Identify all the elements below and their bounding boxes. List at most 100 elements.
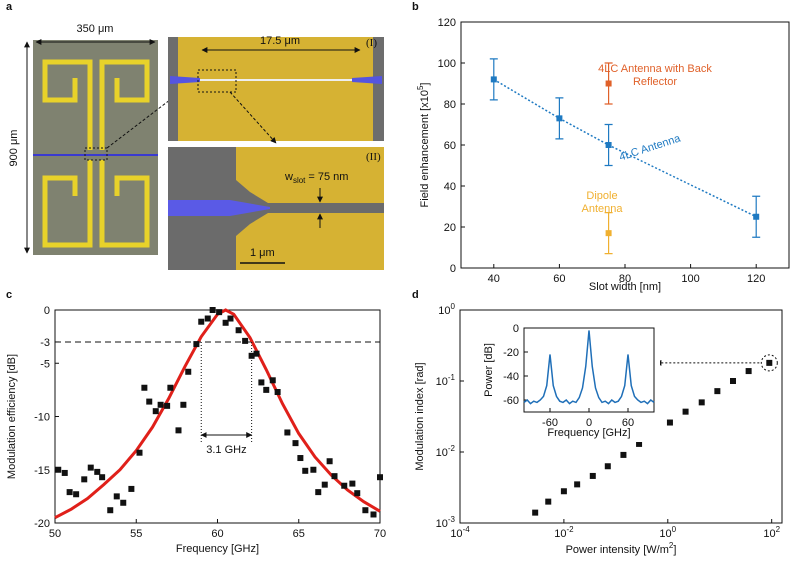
label-part: -1: [448, 373, 456, 382]
y-tick-label: 100: [438, 302, 455, 317]
marker: [605, 230, 612, 237]
panel-label: a: [6, 1, 13, 13]
marker: [263, 386, 270, 393]
micrograph: [33, 40, 158, 255]
marker: [370, 511, 377, 518]
plot-frame: [460, 21, 790, 269]
x-tick-label: 120: [747, 273, 765, 285]
label-part: 5: [416, 85, 425, 90]
marker: [227, 315, 234, 322]
x-tick-label: 100: [681, 273, 699, 285]
panel-label: c: [6, 289, 12, 301]
marker: [560, 488, 567, 495]
label-part: 10: [438, 305, 450, 317]
y-axis-label: Modulation efficiency [dB]: [6, 354, 18, 479]
marker: [193, 341, 200, 348]
y-tick-label: 40: [444, 181, 456, 193]
y-tick-label: 10-1: [436, 373, 456, 388]
x-tick-label: 100: [659, 525, 676, 540]
x-tick-label: 55: [130, 528, 142, 540]
label-part: -4: [463, 525, 471, 534]
marker: [766, 359, 773, 366]
label-part: = 75 nm: [308, 171, 348, 183]
marker: [604, 463, 611, 470]
image-label: (II): [366, 151, 381, 163]
image-label: (I): [366, 37, 377, 49]
spectrum: [523, 330, 655, 405]
y-tick-label: 10-2: [436, 444, 456, 459]
label-part: 10: [763, 528, 775, 540]
electrode: [236, 147, 384, 270]
label-part: Field enhancement [x10: [419, 90, 431, 207]
y-axis-label: Modulation index [rad]: [414, 362, 426, 470]
marker: [302, 467, 309, 474]
marker: [331, 473, 338, 480]
label-part: 2: [669, 541, 674, 550]
y-tick-label: -10: [34, 412, 50, 424]
substrate: [373, 37, 384, 141]
y-tick-label: -20: [503, 347, 519, 359]
y-tick-label: 0: [513, 323, 519, 335]
y-tick-label: 120: [438, 17, 456, 29]
marker: [292, 440, 299, 447]
marker: [120, 499, 127, 506]
height-label: 900 μm: [8, 130, 20, 167]
marker: [274, 389, 281, 396]
marker: [253, 350, 260, 357]
marker: [55, 466, 62, 473]
y-tick-label: 100: [438, 58, 456, 70]
x-tick-label: 80: [619, 273, 631, 285]
series-label: 4LC Antenna with Back Reflector: [598, 63, 712, 88]
label-part: 0: [451, 302, 456, 311]
antenna: [42, 59, 150, 248]
marker: [258, 379, 265, 386]
marker: [714, 388, 721, 395]
marker: [204, 315, 211, 322]
x-axis-label: Power intensity [W/m2]: [566, 541, 677, 556]
micrograph: [168, 37, 384, 141]
marker: [321, 481, 328, 488]
y-axis-label: Power [dB]: [483, 343, 495, 397]
label-part: 10: [436, 376, 448, 388]
marker: [141, 384, 148, 391]
marker: [605, 80, 612, 87]
x-tick-label: 65: [293, 528, 305, 540]
marker: [209, 307, 216, 313]
marker: [164, 402, 171, 409]
x-axis-label: Frequency [GHz]: [176, 543, 259, 555]
label-part: 0: [672, 525, 677, 534]
label-part: 10: [450, 528, 462, 540]
marker: [175, 427, 182, 434]
marker: [666, 419, 673, 426]
zoom-box: [84, 147, 108, 161]
label-part: 2: [776, 525, 781, 534]
x-tick-label: 10-4: [450, 525, 470, 540]
marker: [180, 401, 187, 408]
marker: [284, 429, 291, 436]
marker: [269, 377, 276, 384]
marker: [81, 476, 88, 483]
y-tick-label: 0: [450, 263, 456, 275]
zoom-arrow: [106, 79, 197, 149]
marker: [61, 469, 68, 476]
marker: [113, 493, 120, 500]
marker: [157, 401, 164, 408]
marker: [682, 408, 689, 415]
marker: [136, 449, 143, 456]
marker: [341, 482, 348, 489]
label-part: 10: [436, 447, 448, 459]
marker: [326, 458, 333, 465]
marker: [99, 474, 106, 481]
marker: [242, 337, 249, 344]
series-label: Dipole Antenna: [581, 190, 623, 215]
x-tick-label: 10-2: [554, 525, 574, 540]
y-tick-label: 20: [444, 222, 456, 234]
marker: [729, 378, 736, 384]
marker: [605, 142, 612, 148]
marker: [235, 327, 242, 334]
x-tick-label: 60: [622, 417, 634, 429]
marker: [185, 368, 192, 375]
marker: [377, 474, 383, 481]
